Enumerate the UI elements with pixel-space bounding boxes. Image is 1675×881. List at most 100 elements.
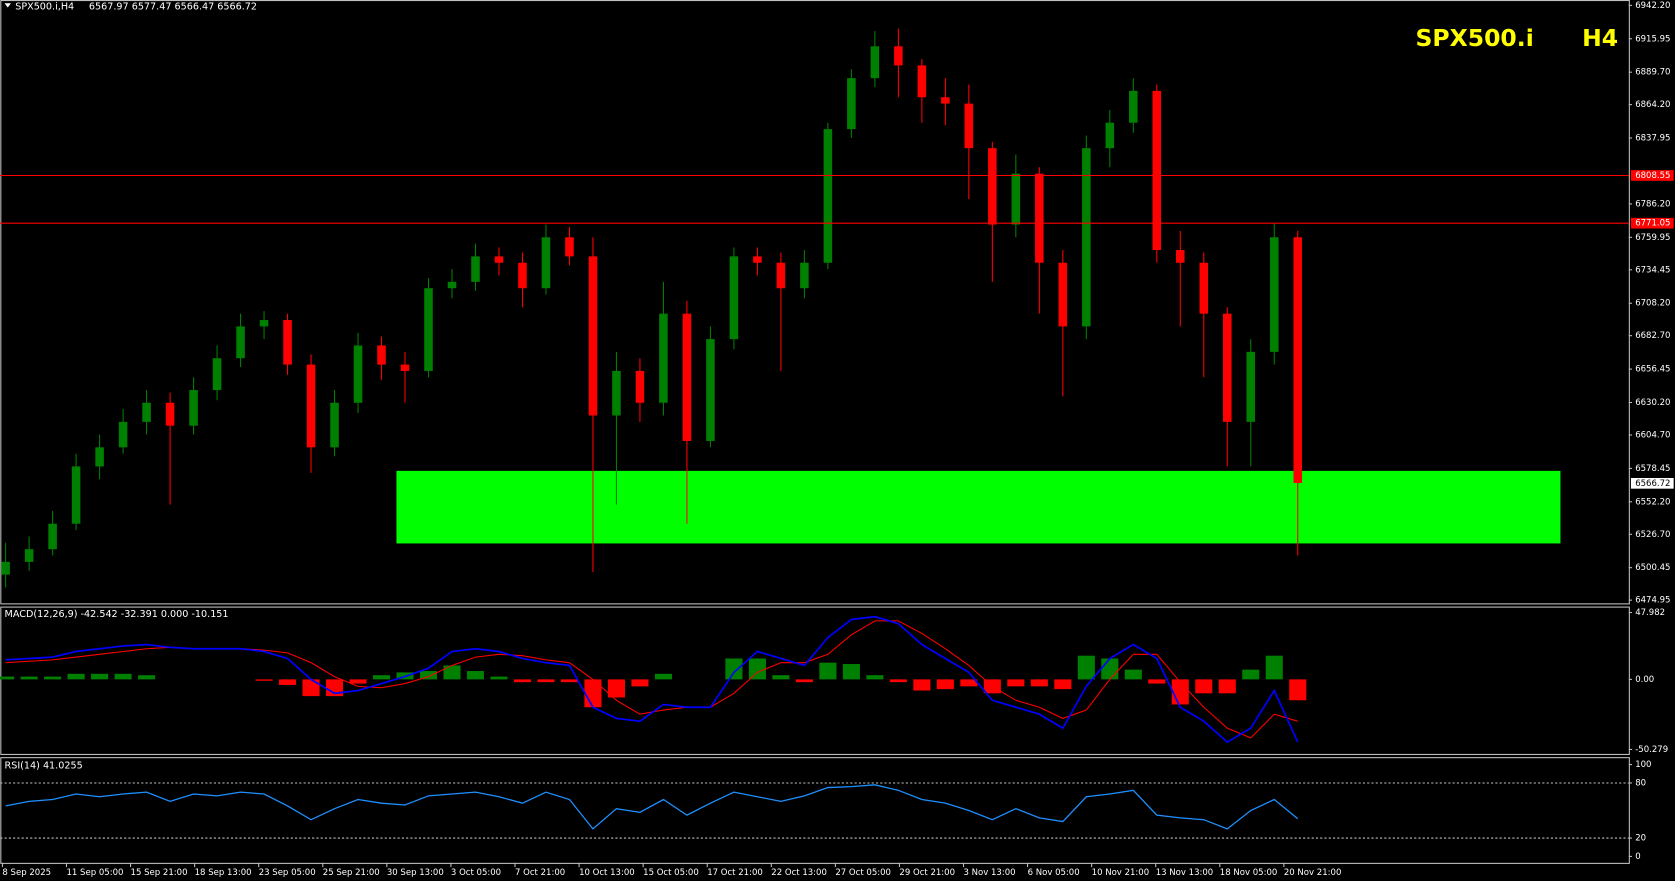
y-tick-label: 20 <box>1635 834 1646 844</box>
x-tick-label: 25 Sep 21:00 <box>323 868 380 878</box>
histogram-bar <box>866 675 884 680</box>
histogram-bar <box>1265 655 1283 680</box>
x-tick-label: 18 Sep 13:00 <box>195 868 252 878</box>
histogram-bar <box>349 679 367 684</box>
histogram-bar <box>419 671 438 680</box>
candle-body <box>447 281 457 289</box>
histogram-bar <box>138 675 156 680</box>
histogram-bar <box>560 679 579 683</box>
candle-body <box>48 523 57 550</box>
candle-body <box>588 256 598 416</box>
level-label: 6808.55 <box>1635 171 1670 181</box>
y-tick-label: 6734.45 <box>1635 265 1670 275</box>
y-tick-label: 47.982 <box>1635 608 1665 618</box>
x-tick-label: 6 Nov 05:00 <box>1028 868 1080 878</box>
support-zone <box>396 470 1561 544</box>
level-label: 6771.05 <box>1635 219 1670 229</box>
y-tick-label: 6604.70 <box>1635 430 1670 440</box>
menu-arrow[interactable] <box>4 3 11 8</box>
watermark-symbol: SPX500.i <box>1416 24 1534 52</box>
histogram-bar <box>91 673 109 680</box>
histogram-bar <box>1289 679 1307 701</box>
y-tick-label: 6526.70 <box>1635 530 1670 540</box>
candle-body <box>706 339 715 441</box>
x-tick-label: 10 Oct 13:00 <box>579 868 635 878</box>
candle-body <box>71 466 81 524</box>
histogram-bar <box>44 676 62 680</box>
candle-body <box>236 326 245 359</box>
macd-panel <box>0 606 1630 755</box>
candle-body <box>1176 250 1185 263</box>
histogram-bar <box>443 665 461 680</box>
y-tick-label: 6552.20 <box>1635 497 1670 507</box>
candle-body <box>823 129 833 263</box>
histogram-bar <box>20 676 38 680</box>
histogram-bar <box>302 679 320 697</box>
candle-body <box>1082 148 1091 327</box>
y-tick-label: 0.00 <box>1635 675 1654 685</box>
x-tick-label: 29 Oct 21:00 <box>899 868 955 878</box>
y-tick-label: 6942.20 <box>1635 1 1670 11</box>
x-tick-label: 3 Oct 05:00 <box>451 868 501 878</box>
histogram-bar <box>748 658 766 680</box>
y-tick-label: 80 <box>1635 778 1646 788</box>
histogram-bar <box>114 673 132 680</box>
rsi-line <box>5 784 1299 830</box>
histogram-bar <box>795 679 813 683</box>
candle-body <box>1011 173 1021 225</box>
candle-body <box>659 313 668 403</box>
macd-label: MACD(12,26,9) -42.542 -32.391 0.000 -10.… <box>5 609 229 620</box>
y-tick-label: 6759.95 <box>1635 233 1670 243</box>
histogram-bar <box>725 658 743 680</box>
candle-body <box>165 402 175 426</box>
x-tick-label: 27 Oct 05:00 <box>835 868 891 878</box>
candle-body <box>95 447 104 467</box>
candle-body <box>1058 262 1068 327</box>
candle-body <box>1199 262 1209 314</box>
histogram-bar <box>1148 679 1166 684</box>
x-tick-label: 13 Nov 13:00 <box>1156 868 1214 878</box>
histogram-bar <box>372 675 391 680</box>
y-tick-label: 6500.45 <box>1635 563 1670 573</box>
histogram-bar <box>1242 669 1260 680</box>
histogram-bar <box>607 679 625 698</box>
candle-body <box>1269 237 1279 352</box>
candle-body <box>424 288 433 371</box>
y-tick-label: 6864.20 <box>1635 100 1670 110</box>
candle-body <box>330 402 339 448</box>
histogram-bar <box>513 679 532 683</box>
histogram-bar <box>278 679 297 685</box>
watermark-timeframe: H4 <box>1582 24 1618 52</box>
candle-body <box>682 313 692 441</box>
candle-body <box>776 262 786 289</box>
histogram-bar <box>490 676 508 680</box>
candle-body <box>1152 90 1162 251</box>
histogram-bar <box>654 673 672 680</box>
rsi-panel <box>0 757 1630 864</box>
y-tick-label: 6915.95 <box>1635 34 1670 44</box>
candle-body <box>988 148 997 225</box>
histogram-bar <box>1101 658 1119 680</box>
candle-body <box>1105 122 1115 149</box>
candle-body <box>1293 237 1303 483</box>
candle-body <box>400 364 410 371</box>
y-tick-label: 6578.45 <box>1635 464 1670 474</box>
histogram-bar <box>0 676 15 680</box>
histogram-bar <box>466 671 485 680</box>
x-tick-label: 11 Sep 05:00 <box>66 868 123 878</box>
histogram-bar <box>772 675 790 680</box>
x-tick-label: 15 Sep 21:00 <box>131 868 188 878</box>
ohlc-label: 6567.97 6577.47 6566.47 6566.72 <box>89 1 257 12</box>
candle-body <box>612 370 621 416</box>
histogram-bar <box>584 679 602 708</box>
level-tag <box>1630 217 1674 229</box>
candle-body <box>870 46 880 79</box>
candle-body <box>494 256 504 263</box>
candle-body <box>189 390 198 426</box>
candle-body <box>753 256 762 263</box>
y-tick-label: 6682.70 <box>1635 331 1670 341</box>
candle-body <box>353 345 363 403</box>
candle-body <box>1 561 10 575</box>
